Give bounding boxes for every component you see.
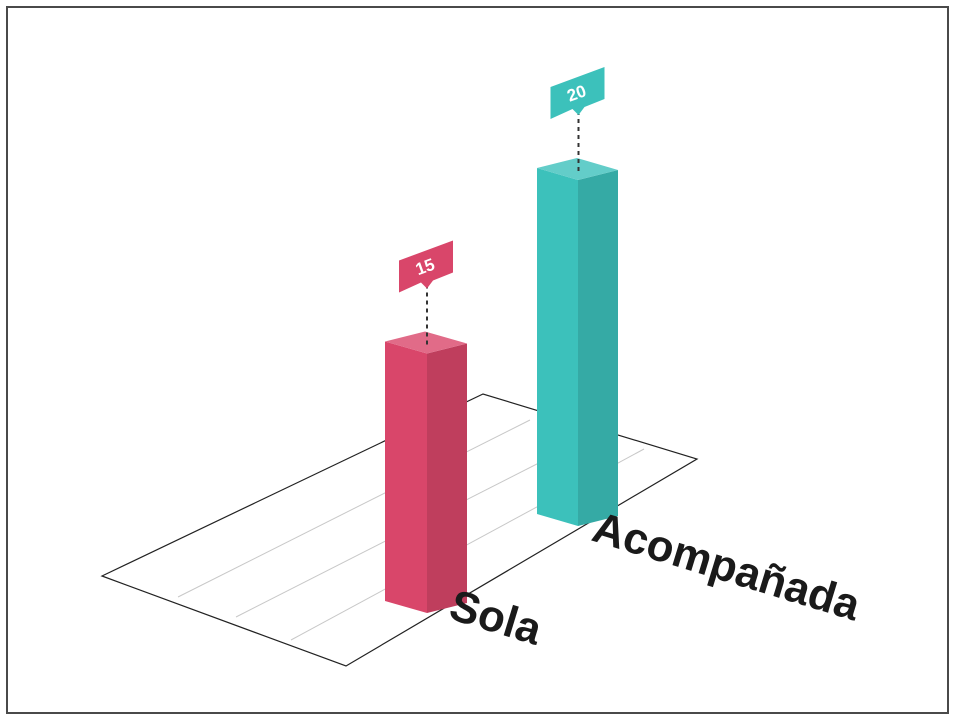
category-label-sola: Sola — [444, 581, 548, 655]
bar-acompanada: 20 — [537, 67, 618, 526]
chart-frame — [6, 6, 949, 714]
bar-face-right — [578, 170, 618, 526]
bar-face-left — [537, 168, 578, 526]
value-tag — [550, 67, 605, 119]
floor-plane — [100, 393, 699, 667]
value-tag — [399, 240, 453, 293]
bar-face-right — [427, 343, 467, 613]
bar-face-left — [385, 341, 427, 613]
bar-sola: 15 — [385, 240, 467, 613]
category-label-acompanada: Acompañada — [587, 503, 866, 631]
grid-line — [177, 419, 531, 598]
